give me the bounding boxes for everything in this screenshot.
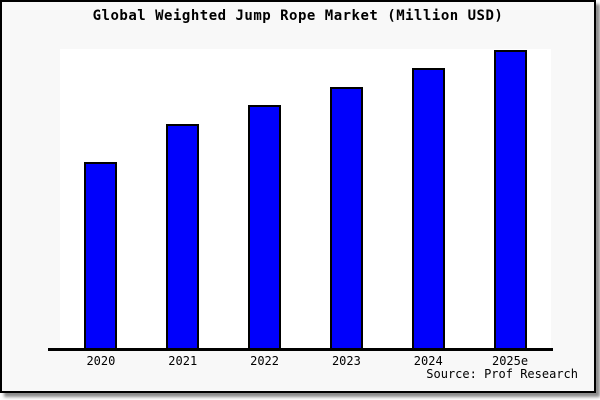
bar-2025e — [493, 50, 527, 349]
source-note: Source: Prof Research — [426, 367, 578, 381]
chart-figure: Global Weighted Jump Rope Market (Millio… — [0, 0, 596, 393]
chart-title: Global Weighted Jump Rope Market (Millio… — [92, 8, 504, 24]
bar-2021 — [166, 124, 200, 349]
bar-2022 — [248, 105, 282, 349]
x-tick-label-2025e: 2025e — [491, 354, 529, 368]
bar-2023 — [329, 87, 363, 349]
bar-2020 — [84, 162, 118, 349]
x-tick-label-2024: 2024 — [413, 354, 443, 368]
x-tick-label-2020: 2020 — [86, 354, 116, 368]
x-tick-label-2021: 2021 — [168, 354, 198, 368]
x-tick-label-2023: 2023 — [331, 354, 361, 368]
bar-2024 — [411, 68, 445, 349]
plot-area — [60, 49, 551, 349]
x-axis-labels: 2020 2021 2022 2023 2024 2025e — [60, 354, 551, 368]
x-axis-line — [48, 348, 553, 351]
x-tick-label-2022: 2022 — [250, 354, 280, 368]
